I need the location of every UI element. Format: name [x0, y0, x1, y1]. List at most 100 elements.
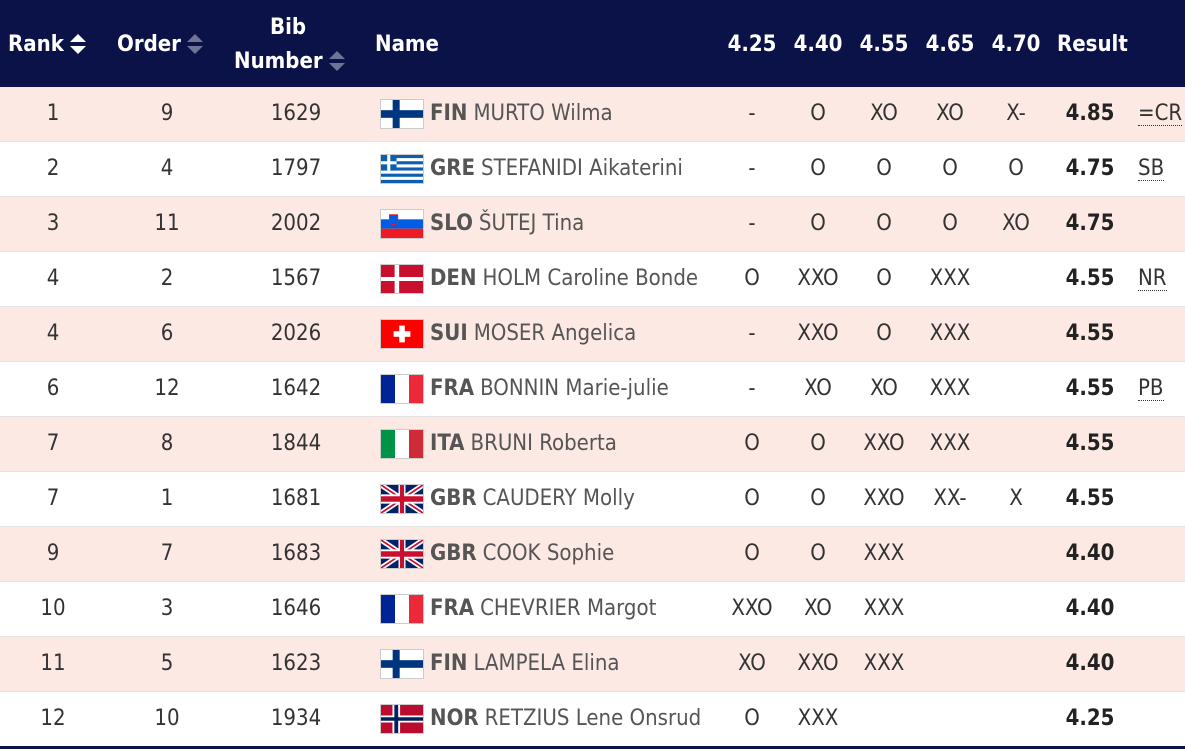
athlete-name[interactable]: COOK Sophie — [482, 541, 615, 566]
order-cell: 2 — [160, 266, 174, 291]
athlete-name[interactable]: CAUDERY Molly — [482, 486, 635, 511]
athlete-name[interactable]: MOSER Angelica — [473, 321, 637, 346]
record-cell — [1138, 527, 1183, 581]
attempt-cell — [987, 362, 1045, 416]
athlete-cell: FRA CHEVRIER Margot — [380, 582, 710, 636]
finland-flag-icon — [380, 649, 424, 679]
attempt-cell — [921, 582, 979, 636]
attempt-cell: O — [744, 431, 760, 456]
record-cell — [1138, 692, 1183, 746]
result-cell: 4.55 — [1065, 486, 1115, 511]
record-badge[interactable]: SB — [1138, 156, 1165, 181]
attempt-cell: XX- — [933, 486, 967, 511]
order-cell: 12 — [154, 376, 180, 401]
record-badge[interactable]: NR — [1138, 266, 1167, 291]
attempt-cell — [987, 527, 1045, 581]
table-row: 9 7 1683 GBR COOK Sophie O O XXX 4.40 — [0, 527, 1185, 582]
attempt-cell: O — [744, 486, 760, 511]
record-badge[interactable]: PB — [1138, 376, 1164, 401]
order-column-header[interactable]: Order — [117, 32, 203, 58]
uk-flag-icon — [380, 539, 424, 569]
attempt-cell: X — [1009, 486, 1023, 511]
rank-column-header[interactable]: Rank — [8, 32, 86, 58]
height-column-header: 4.55 — [855, 32, 913, 58]
athlete-name[interactable]: BONNIN Marie-julie — [480, 376, 669, 401]
table-row: 4 6 2026 SUI MOSER Angelica - XXO O XXX 4.55 — [0, 307, 1185, 362]
athlete-name[interactable]: ŠUTEJ Tina — [478, 211, 585, 236]
height-header-label: 4.65 — [925, 32, 975, 57]
athlete-cell: GBR CAUDERY Molly — [380, 472, 710, 526]
height-column-header: 4.65 — [921, 32, 979, 58]
record-cell: NR — [1138, 252, 1183, 306]
table-row: 7 1 1681 GBR CAUDERY Molly O O XXO XX- X 4.55 — [0, 472, 1185, 527]
attempt-cell — [921, 637, 979, 691]
athlete-name[interactable]: STEFANIDI Aikaterini — [481, 156, 683, 181]
attempt-cell: O — [1008, 156, 1024, 181]
attempt-cell: O — [810, 541, 826, 566]
sort-icon[interactable] — [186, 33, 203, 57]
sort-icon[interactable] — [69, 33, 86, 57]
name-header-label: Name — [375, 32, 439, 57]
height-header-label: 4.70 — [991, 32, 1041, 57]
table-row: 2 4 1797 GRE STEFANIDI Aikaterini - O O O O 4.75 SB — [0, 142, 1185, 197]
attempt-cell: XXX — [863, 596, 905, 621]
attempt-cell: O — [744, 541, 760, 566]
record-cell — [1138, 582, 1183, 636]
attempt-cell: XXO — [863, 486, 905, 511]
height-column-header: 4.40 — [789, 32, 847, 58]
attempt-cell: - — [748, 321, 756, 346]
result-cell: 4.40 — [1065, 651, 1115, 676]
athlete-cell: FRA BONNIN Marie-julie — [380, 362, 710, 416]
result-cell: 4.75 — [1065, 211, 1115, 236]
bib-cell: 1844 — [270, 431, 322, 456]
record-cell — [1138, 472, 1183, 526]
finland-flag-icon — [380, 99, 424, 129]
denmark-flag-icon — [380, 264, 424, 294]
athlete-name[interactable]: BRUNI Roberta — [470, 431, 617, 456]
result-cell: 4.85 — [1065, 101, 1115, 126]
attempt-cell: XXX — [929, 431, 971, 456]
bib-column-header[interactable]: Number — [234, 49, 345, 75]
name-column-header: Name — [375, 32, 439, 58]
bib-number-header-label: Number — [234, 49, 323, 74]
rank-cell: 7 — [46, 431, 60, 456]
rank-cell: 3 — [46, 211, 60, 236]
athlete-name[interactable]: LAMPELA Elina — [473, 651, 620, 676]
rank-header-label: Rank — [8, 32, 64, 57]
sort-icon[interactable] — [328, 50, 345, 74]
norway-flag-icon — [380, 704, 424, 734]
attempt-cell — [987, 692, 1045, 746]
bib-cell: 1683 — [270, 541, 322, 566]
result-cell: 4.55 — [1065, 431, 1115, 456]
attempt-cell: XO — [936, 101, 964, 126]
athlete-name[interactable]: RETZIUS Lene Onsrud — [484, 706, 702, 731]
athlete-name[interactable]: MURTO Wilma — [473, 101, 613, 126]
attempt-cell: O — [810, 431, 826, 456]
attempt-cell: XO — [804, 596, 832, 621]
attempt-cell: O — [942, 211, 958, 236]
record-cell — [1138, 417, 1183, 471]
athlete-name[interactable]: HOLM Caroline Bonde — [482, 266, 699, 291]
order-cell: 4 — [160, 156, 174, 181]
attempt-cell: - — [748, 211, 756, 236]
record-badge[interactable]: =CR — [1138, 101, 1183, 126]
rank-cell: 9 — [46, 541, 60, 566]
athlete-cell: ITA BRUNI Roberta — [380, 417, 710, 471]
rank-cell: 6 — [46, 376, 60, 401]
athlete-cell: GBR COOK Sophie — [380, 527, 710, 581]
country-code: SLO — [430, 211, 473, 236]
table-row: 11 5 1623 FIN LAMPELA Elina XO XXO XXX 4.40 — [0, 637, 1185, 692]
table-header: Rank Order Bib Number Name 4.25 4.40 4.5… — [0, 0, 1185, 87]
table-row: 6 12 1642 FRA BONNIN Marie-julie - XO XO XXX 4.55… — [0, 362, 1185, 417]
athlete-cell: GRE STEFANIDI Aikaterini — [380, 142, 710, 196]
attempt-cell — [987, 252, 1045, 306]
country-code: SUI — [430, 321, 468, 346]
order-cell: 1 — [160, 486, 174, 511]
athlete-name[interactable]: CHEVRIER Margot — [480, 596, 657, 621]
attempt-cell — [921, 692, 979, 746]
rank-cell: 1 — [46, 101, 60, 126]
uk-flag-icon — [380, 484, 424, 514]
rank-cell: 11 — [40, 651, 66, 676]
bib-column-header-line1[interactable]: Bib — [233, 15, 343, 41]
